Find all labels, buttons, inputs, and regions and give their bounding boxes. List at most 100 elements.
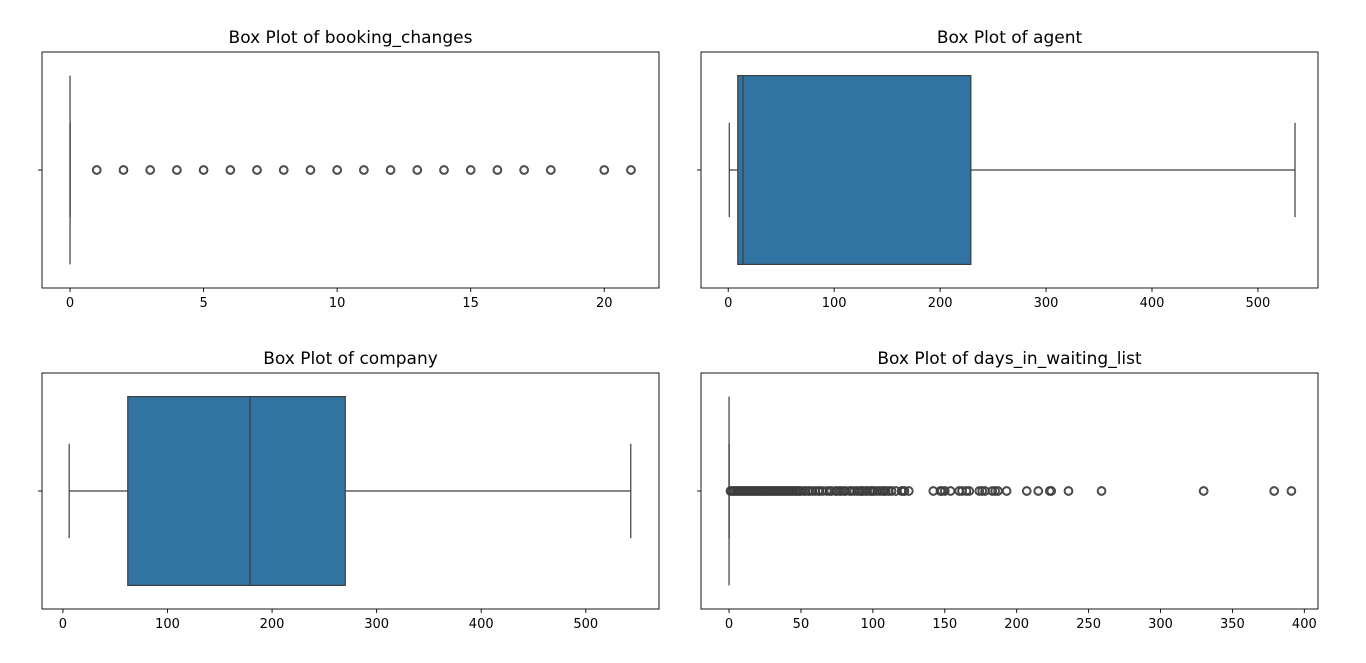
outlier-point xyxy=(1198,486,1209,496)
chart-title: Box Plot of days_in_waiting_list xyxy=(877,349,1142,369)
outlier-point xyxy=(961,486,972,496)
panel-booking-changes: Box Plot of booking_changes 0 5 10 15 20 xyxy=(38,28,660,311)
outlier-point-overlap xyxy=(941,487,949,495)
x-tick-label: 300 xyxy=(1148,617,1173,632)
x-tick-label: 200 xyxy=(260,617,285,632)
outlier-point xyxy=(626,165,636,175)
x-tick-label: 5 xyxy=(199,296,207,311)
outlier-point-overlap xyxy=(627,166,635,174)
x-tick-label: 300 xyxy=(1034,296,1059,311)
outlier-point xyxy=(545,165,556,175)
outlier-point xyxy=(903,486,914,496)
outlier-point xyxy=(1096,486,1107,496)
x-tick-label: 0 xyxy=(59,617,67,632)
x-tick-label: 150 xyxy=(932,617,957,632)
outlier-point xyxy=(1269,486,1279,496)
outlier-point xyxy=(305,165,316,175)
chart-title: Box Plot of agent xyxy=(937,28,1083,48)
outlier-point-overlap xyxy=(1034,487,1042,495)
outlier-point-overlap xyxy=(226,166,235,174)
outlier-point xyxy=(810,486,821,496)
outlier-point xyxy=(1001,486,1012,496)
outlier-point xyxy=(145,165,156,175)
outlier-point-overlap xyxy=(547,166,555,174)
outlier-point-overlap xyxy=(1047,487,1055,495)
outlier-point xyxy=(990,486,1000,496)
outlier-point-overlap xyxy=(93,166,101,174)
outlier-point-overlap xyxy=(173,166,181,174)
outlier-point-overlap xyxy=(119,166,128,174)
outlier-point-overlap xyxy=(1199,487,1208,495)
outlier-point-overlap xyxy=(600,166,608,174)
outlier-point xyxy=(252,165,262,175)
chart-title: Box Plot of booking_changes xyxy=(229,28,473,48)
outlier-point-overlap xyxy=(1023,487,1031,495)
outlier-point xyxy=(332,165,342,175)
outlier-point xyxy=(359,165,369,175)
outlier-point xyxy=(1021,486,1032,496)
x-tick-label: 50 xyxy=(793,617,810,632)
outlier-point-overlap xyxy=(946,487,955,495)
outlier-point-overlap xyxy=(333,166,341,174)
x-tick-label: 0 xyxy=(66,296,74,311)
outlier-point-overlap xyxy=(841,487,850,495)
outlier-point xyxy=(987,486,998,496)
outlier-point-overlap xyxy=(905,487,913,495)
outlier-point-overlap xyxy=(146,166,154,174)
outlier-point xyxy=(939,486,950,496)
x-tick-label: 0 xyxy=(725,617,733,632)
outlier-point xyxy=(800,486,811,496)
x-tick-label: 400 xyxy=(1292,617,1317,632)
outlier-point-overlap xyxy=(994,487,1002,495)
outlier-point xyxy=(886,486,897,496)
box xyxy=(737,74,972,266)
x-tick-label: 500 xyxy=(573,617,598,632)
outlier-point-overlap xyxy=(1064,487,1073,495)
x-tick-label: 100 xyxy=(860,617,885,632)
outlier-point xyxy=(954,486,965,496)
x-tick-label: 350 xyxy=(1220,617,1245,632)
axes-frame xyxy=(41,51,660,289)
outlier-point-overlap xyxy=(306,166,315,174)
outlier-point xyxy=(385,165,396,175)
outlier-point xyxy=(439,165,449,175)
x-tick-label: 400 xyxy=(469,617,494,632)
outlier-point-overlap xyxy=(520,166,528,174)
outlier-point-overlap xyxy=(253,166,261,174)
outlier-point xyxy=(412,165,423,175)
outlier-point xyxy=(1286,486,1297,496)
outlier-point xyxy=(1046,486,1057,496)
x-tick-label: 100 xyxy=(155,617,180,632)
x-tick-label: 400 xyxy=(1140,296,1165,311)
outlier-point-overlap xyxy=(493,166,502,174)
outlier-point-overlap xyxy=(900,487,909,495)
outlier-point-overlap xyxy=(887,487,896,495)
outlier-point-overlap xyxy=(929,487,937,495)
outlier-point xyxy=(807,486,818,496)
outlier-point xyxy=(977,486,988,496)
outlier-point-overlap xyxy=(1287,487,1296,495)
outlier-point xyxy=(1033,486,1044,496)
outlier-point xyxy=(519,165,529,175)
outlier-point xyxy=(862,486,872,496)
outlier-point-overlap xyxy=(440,166,448,174)
outlier-point xyxy=(172,165,182,175)
outlier-point-overlap xyxy=(466,166,475,174)
box xyxy=(127,396,346,587)
outlier-point-overlap xyxy=(199,166,208,174)
x-tick-label: 200 xyxy=(1004,617,1029,632)
outlier-point-overlap xyxy=(280,166,288,174)
outlier-point xyxy=(599,165,610,175)
outlier-point xyxy=(91,165,102,175)
x-tick-label: 15 xyxy=(462,296,479,311)
outlier-point xyxy=(225,165,236,175)
outlier-point xyxy=(198,165,209,175)
outlier-point-overlap xyxy=(1270,487,1278,495)
outlier-point-overlap xyxy=(1097,487,1106,495)
x-tick-label: 0 xyxy=(724,296,732,311)
outlier-point-overlap xyxy=(386,166,395,174)
outlier-point xyxy=(899,486,910,496)
outlier-point xyxy=(883,486,894,496)
x-tick-label: 300 xyxy=(364,617,389,632)
